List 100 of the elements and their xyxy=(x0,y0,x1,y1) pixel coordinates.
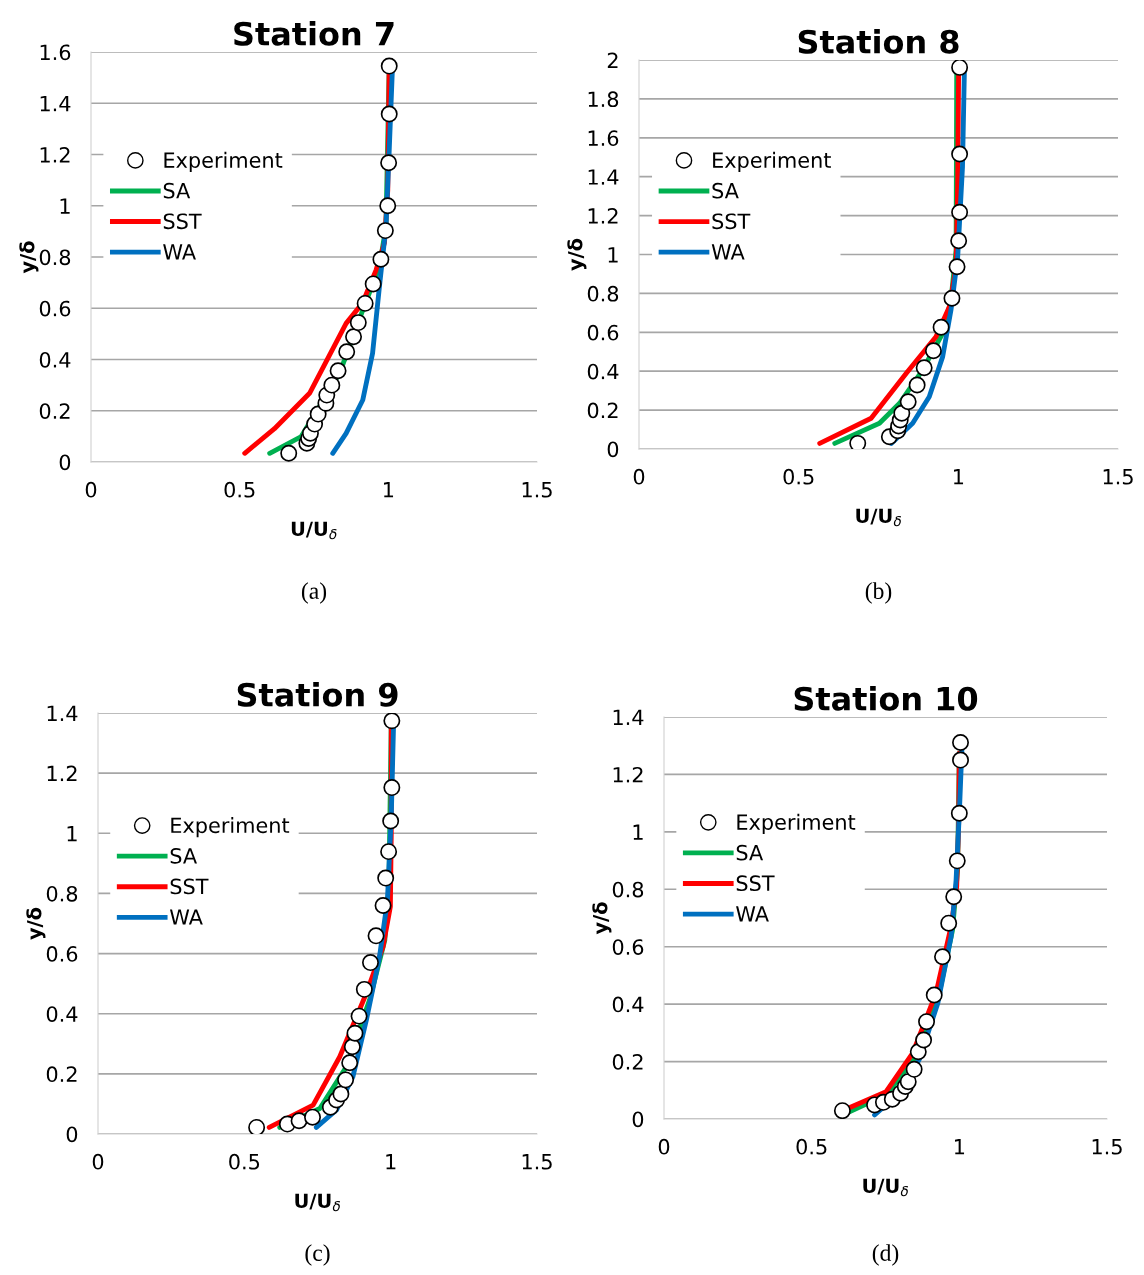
x-tick-label: 0 xyxy=(658,1138,670,1155)
y-tick-label: 0.6 xyxy=(46,946,78,962)
point xyxy=(950,804,968,822)
point xyxy=(380,843,398,861)
point xyxy=(380,57,398,75)
legend-label: Experiment xyxy=(164,151,283,173)
point xyxy=(951,60,969,76)
y-tick-label: 1.2 xyxy=(47,765,77,782)
text: (a) xyxy=(301,582,327,604)
x-tick-label: 1 xyxy=(953,469,964,485)
y-tick-label: 0 xyxy=(59,454,71,471)
x-axis-title: U/U$_{δ}$ xyxy=(863,1178,909,1197)
legend-label: SST xyxy=(163,213,202,230)
point xyxy=(338,343,356,361)
legend-label: Experiment xyxy=(713,151,831,173)
point xyxy=(323,376,341,394)
y-tick-label: 0 xyxy=(632,1111,644,1128)
point xyxy=(361,954,379,972)
legend-label: SA xyxy=(712,182,739,199)
y-tick-label: 0.2 xyxy=(39,403,70,419)
y-tick-label: 2 xyxy=(607,52,618,68)
x-axis-title: U/U$_{δ}$ xyxy=(291,521,337,540)
x-tick-label: 1 xyxy=(386,1154,396,1170)
y-tick-label: 0 xyxy=(607,441,619,458)
x-tick-label: 0.5 xyxy=(224,481,255,498)
legend-label: SST xyxy=(736,875,775,892)
chart-title: Station 9 xyxy=(237,682,398,707)
y-tick-label: 0.6 xyxy=(587,324,619,341)
point xyxy=(383,713,401,730)
point xyxy=(380,105,398,123)
y-tick-label: 0.4 xyxy=(39,351,71,368)
y-axis-title: y/δ xyxy=(26,907,46,940)
point xyxy=(346,1024,364,1042)
point xyxy=(918,1013,936,1031)
y-axis-title: y/δ xyxy=(567,238,587,271)
y-tick-label: 0.8 xyxy=(46,885,78,902)
point xyxy=(951,203,969,221)
y-tick-label: 1.2 xyxy=(588,208,618,224)
text: (b) xyxy=(865,582,892,604)
point xyxy=(924,342,942,360)
legend-label: Experiment xyxy=(737,813,856,834)
legend-label: SA xyxy=(163,182,191,199)
y-tick-label: 0.8 xyxy=(587,285,619,302)
y-tick-label: 1 xyxy=(608,247,618,263)
y-tick-label: 1.4 xyxy=(40,95,71,112)
point xyxy=(382,812,400,830)
point xyxy=(372,250,390,268)
point xyxy=(345,328,363,346)
y-tick-label: 0.4 xyxy=(612,996,644,1013)
x-tick-label: 0.5 xyxy=(783,468,814,485)
point xyxy=(899,1073,917,1091)
chart-title: Station 7 xyxy=(234,21,394,46)
point xyxy=(379,197,397,215)
y-tick-label: 0.4 xyxy=(46,1006,78,1022)
point xyxy=(932,318,950,336)
y-tick-label: 0.2 xyxy=(612,1054,643,1070)
y-tick-label: 0.6 xyxy=(39,300,71,317)
legend-label: WA xyxy=(163,244,196,260)
x-tick-label: 1 xyxy=(383,482,394,498)
x-tick-label: 0 xyxy=(92,1153,104,1170)
point xyxy=(943,289,961,307)
point xyxy=(934,948,951,966)
point xyxy=(908,376,926,394)
y-tick-label: 1.4 xyxy=(47,705,78,721)
point xyxy=(948,258,966,276)
legend-label: SST xyxy=(170,878,209,895)
y-tick-label: 0.2 xyxy=(46,1066,77,1083)
x-tick-label: 1.5 xyxy=(1103,469,1133,485)
point xyxy=(350,1007,368,1025)
y-tick-label: 0.8 xyxy=(612,881,644,898)
x-tick-label: 1.5 xyxy=(522,482,552,498)
point xyxy=(905,1060,923,1078)
y-tick-label: 1.6 xyxy=(40,44,71,61)
y-tick-label: 1 xyxy=(60,198,70,214)
chart-title: Station 8 xyxy=(798,29,959,54)
point xyxy=(337,1071,355,1089)
y-tick-label: 0.8 xyxy=(39,249,71,266)
point xyxy=(833,1102,851,1119)
point xyxy=(377,869,395,887)
y-axis-title: y/δ xyxy=(19,241,39,274)
x-tick-label: 1.5 xyxy=(1092,1139,1122,1155)
y-tick-label: 1 xyxy=(633,824,643,840)
y-tick-label: 0.4 xyxy=(587,363,619,380)
point xyxy=(945,888,963,906)
y-axis-title: y/δ xyxy=(592,902,612,935)
x-tick-label: 0 xyxy=(85,481,97,498)
point xyxy=(383,779,401,797)
y-tick-label: 0.6 xyxy=(612,939,644,955)
y-tick-label: 1.6 xyxy=(588,130,619,147)
x-tick-label: 0.5 xyxy=(796,1138,827,1155)
point xyxy=(948,852,966,870)
point xyxy=(332,1085,350,1103)
y-tick-label: 1.2 xyxy=(613,766,643,783)
x-tick-label: 1 xyxy=(954,1139,965,1155)
point xyxy=(364,275,382,293)
legend-label: SA xyxy=(170,847,197,864)
legend-label: SA xyxy=(736,844,764,861)
point xyxy=(899,393,917,411)
point xyxy=(376,222,394,240)
point xyxy=(915,1031,933,1049)
